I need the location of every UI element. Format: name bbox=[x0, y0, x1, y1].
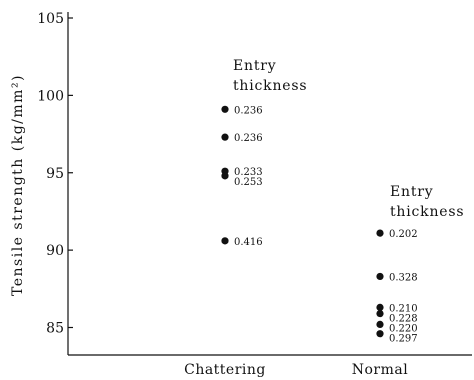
annotation-text: Entry bbox=[390, 184, 433, 200]
data-label: 0.233 bbox=[234, 167, 263, 178]
data-point bbox=[376, 309, 384, 318]
y-tick-label: 105 bbox=[37, 11, 64, 27]
data-label: 0.328 bbox=[389, 272, 418, 283]
x-category-labels: Chattering Normal bbox=[184, 362, 408, 378]
y-tick-label: 100 bbox=[37, 88, 64, 104]
data-point bbox=[221, 172, 229, 180]
annotations: Entry thickness Entry thickness bbox=[233, 58, 464, 220]
data-label: 0.202 bbox=[389, 229, 418, 240]
annotation-text: Entry bbox=[233, 58, 276, 74]
annotation-text: thickness bbox=[390, 204, 464, 220]
data-label: 0.297 bbox=[389, 333, 418, 344]
data-point bbox=[376, 330, 384, 338]
data-point bbox=[221, 133, 229, 141]
y-tick-label: 90 bbox=[46, 243, 64, 259]
data-point bbox=[376, 229, 384, 237]
data-label: 0.416 bbox=[234, 237, 263, 248]
data-label: 0.228 bbox=[389, 313, 418, 324]
data-point bbox=[221, 105, 229, 113]
data-label: 0.210 bbox=[389, 303, 418, 314]
data-point bbox=[376, 320, 384, 329]
data-point bbox=[376, 303, 384, 311]
y-axis-label: Tensile strength (kg/mm²) bbox=[10, 74, 26, 296]
annotation-text: thickness bbox=[233, 78, 307, 94]
y-tick-label: 95 bbox=[46, 166, 64, 182]
x-category-label: Normal bbox=[352, 362, 408, 378]
x-category-label: Chattering bbox=[184, 362, 266, 378]
data-label: 0.220 bbox=[389, 323, 418, 334]
axes bbox=[67, 12, 472, 356]
y-tick-label: 85 bbox=[46, 321, 64, 337]
data-label: 0.253 bbox=[234, 177, 263, 188]
data-point bbox=[221, 237, 229, 245]
data-label: 0.236 bbox=[234, 105, 263, 116]
data-label: 0.236 bbox=[234, 133, 263, 144]
data-point bbox=[376, 272, 384, 281]
y-ticks: 85 90 95 100 105 bbox=[37, 11, 73, 337]
